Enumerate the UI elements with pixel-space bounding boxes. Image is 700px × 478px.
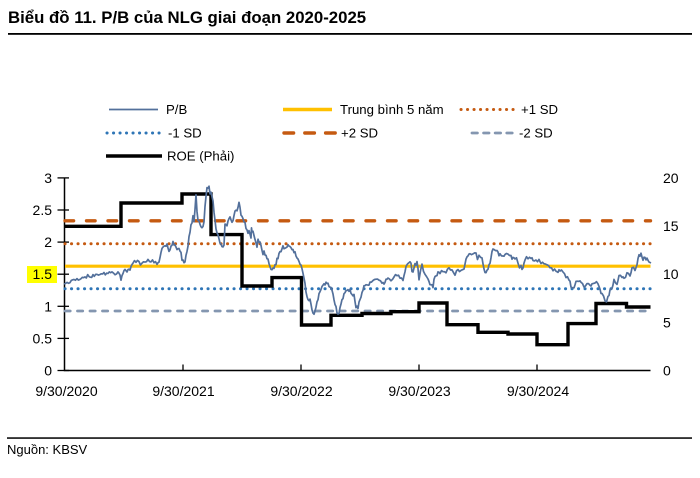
svg-text:15: 15 — [663, 218, 679, 234]
svg-text:1: 1 — [44, 298, 52, 314]
svg-text:+1 SD: +1 SD — [521, 102, 558, 117]
svg-text:-1 SD: -1 SD — [168, 126, 202, 141]
svg-text:0: 0 — [44, 363, 52, 379]
svg-text:P/B: P/B — [166, 102, 187, 117]
svg-text:ROE (Phải): ROE (Phải) — [167, 149, 234, 164]
svg-text:20: 20 — [663, 170, 679, 186]
svg-text:10: 10 — [663, 266, 679, 282]
svg-text:9/30/2022: 9/30/2022 — [270, 383, 332, 399]
svg-text:9/30/2021: 9/30/2021 — [152, 383, 214, 399]
svg-text:9/30/2024: 9/30/2024 — [507, 383, 569, 399]
svg-text:9/30/2023: 9/30/2023 — [388, 383, 450, 399]
svg-text:Biểu đồ 11. P/B của NLG giai đ: Biểu đồ 11. P/B của NLG giai đoạn 2020-2… — [8, 8, 366, 27]
svg-text:1.5: 1.5 — [33, 266, 53, 282]
svg-text:Trung bình 5 năm: Trung bình 5 năm — [340, 102, 444, 117]
svg-text:-2 SD: -2 SD — [519, 126, 553, 141]
svg-text:0: 0 — [663, 363, 671, 379]
svg-text:3: 3 — [44, 170, 52, 186]
svg-text:Nguồn: KBSV: Nguồn: KBSV — [7, 442, 88, 457]
svg-text:2.5: 2.5 — [33, 202, 53, 218]
svg-text:+2 SD: +2 SD — [341, 126, 378, 141]
svg-text:5: 5 — [663, 314, 671, 330]
svg-text:2: 2 — [44, 234, 52, 250]
svg-text:0.5: 0.5 — [33, 330, 53, 346]
svg-text:9/30/2020: 9/30/2020 — [35, 383, 97, 399]
